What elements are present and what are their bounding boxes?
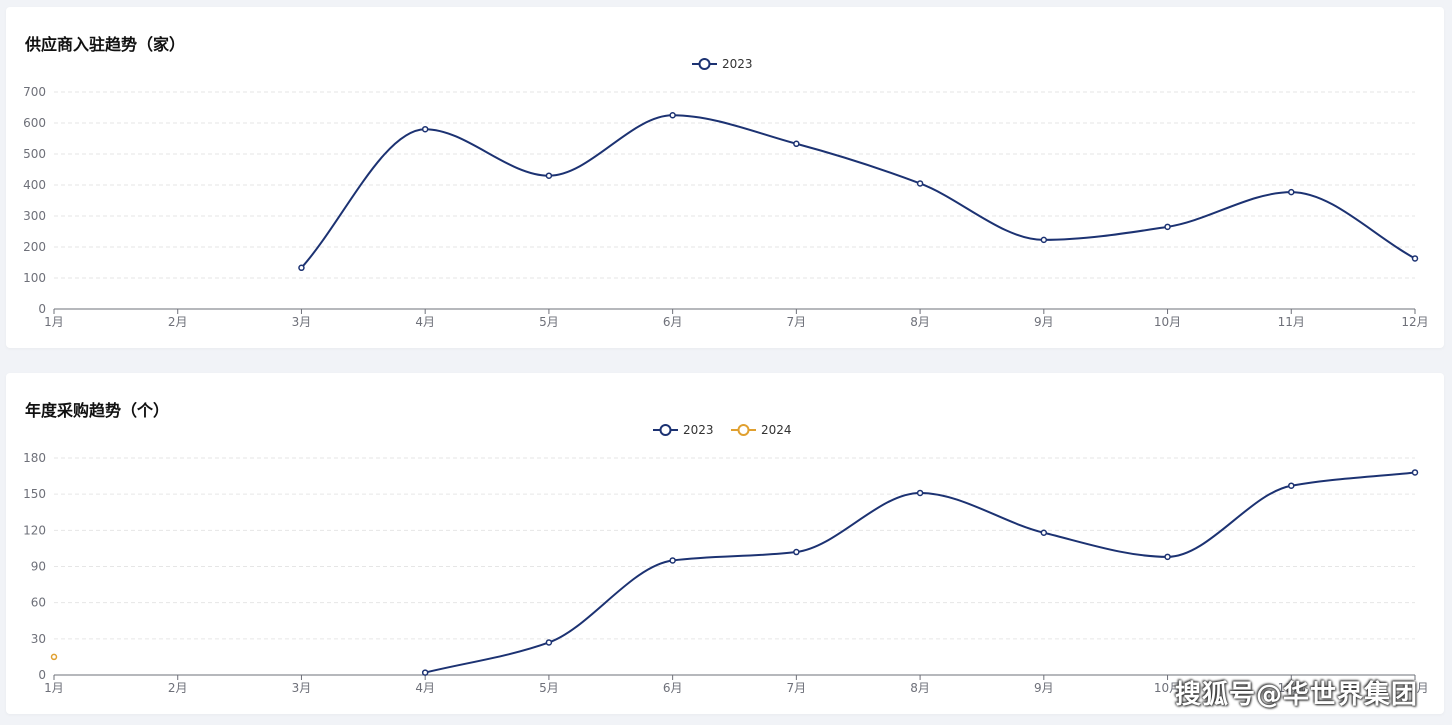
legend-item: 2023 — [692, 57, 753, 71]
y-tick-label: 120 — [23, 523, 46, 537]
data-point — [793, 140, 800, 148]
legend-marker — [737, 424, 750, 436]
x-tick-label: 2月 — [168, 681, 188, 695]
data-point — [1411, 255, 1419, 262]
y-tick-label: 500 — [23, 147, 46, 161]
y-tick-label: 150 — [23, 487, 46, 501]
data-point — [916, 180, 924, 187]
x-tick-label: 3月 — [292, 681, 312, 695]
procurement-trend-panel: 年度采购趋势（个） 0 30 60 90 120 150 180 1月 2月 3月 4月 5月 6月 7月… — [6, 373, 1444, 714]
data-point — [793, 548, 800, 556]
chart-title: 年度采购趋势（个） — [25, 401, 170, 420]
data-point — [298, 264, 305, 272]
x-tick-label: 7月 — [787, 681, 807, 695]
legend-label: 2024 — [761, 423, 792, 437]
data-point — [421, 669, 429, 676]
x-tick-label: 11月 — [1278, 681, 1305, 695]
x-tick-label: 12月 — [1401, 681, 1428, 695]
data-point — [50, 653, 58, 661]
x-tick-label: 1月 — [44, 315, 64, 329]
y-tick-label: 400 — [23, 178, 46, 192]
y-tick-label: 60 — [31, 596, 46, 610]
data-point — [1288, 188, 1295, 196]
x-tick-label: 6月 — [663, 315, 683, 329]
x-tick-label: 9月 — [1034, 315, 1054, 329]
x-tick-label: 5月 — [539, 315, 559, 329]
procurement-trend-chart: 0 30 60 90 120 150 180 1月 2月 3月 4月 5月 6月 7月 8月 9月 10月 11月… — [23, 423, 1429, 695]
legend-item: 2023 — [653, 423, 714, 437]
y-tick-label: 700 — [23, 85, 46, 99]
x-tick-label: 3月 — [292, 315, 312, 329]
y-tick-label: 600 — [23, 116, 46, 130]
x-tick-label: 6月 — [663, 681, 683, 695]
x-tick-label: 10月 — [1154, 681, 1181, 695]
y-tick-label: 100 — [23, 271, 46, 285]
watermark-text: 搜狐号@华世界集团 — [1174, 680, 1418, 710]
legend-item: 2024 — [731, 423, 792, 437]
data-point — [669, 112, 676, 119]
legend-marker — [698, 58, 711, 70]
y-tick-label: 90 — [31, 560, 46, 574]
data-point — [421, 125, 429, 133]
data-point — [1040, 236, 1048, 244]
series-line — [300, 114, 1416, 269]
y-tick-label: 0 — [38, 668, 46, 682]
data-point — [916, 489, 924, 497]
y-tick-label: 180 — [23, 451, 46, 465]
data-point — [1164, 223, 1171, 231]
data-point — [1411, 469, 1419, 476]
x-tick-label: 2月 — [168, 315, 188, 329]
y-tick-label: 300 — [23, 209, 46, 223]
x-tick-label: 1月 — [44, 681, 64, 695]
y-tick-label: 30 — [31, 632, 46, 646]
x-tick-label: 11月 — [1278, 315, 1305, 329]
supplier-trend-panel: 供应商入驻趋势（家） 0 100 200 300 400 500 600 700 1月 2月 3月 4… — [6, 7, 1444, 348]
series-line — [424, 471, 1416, 674]
x-tick-label: 10月 — [1154, 315, 1181, 329]
data-point — [545, 639, 553, 646]
x-tick-label: 4月 — [415, 315, 435, 329]
data-point — [1288, 482, 1295, 489]
legend-label: 2023 — [722, 57, 753, 71]
legend-marker — [659, 424, 672, 436]
x-tick-label: 9月 — [1034, 681, 1054, 695]
data-point — [545, 172, 553, 179]
x-tick-label: 8月 — [910, 681, 930, 695]
data-point — [1164, 553, 1171, 561]
x-tick-label: 7月 — [787, 315, 807, 329]
legend-label: 2023 — [683, 423, 714, 437]
x-tick-label: 8月 — [910, 315, 930, 329]
y-tick-label: 0 — [38, 302, 46, 316]
supplier-trend-chart: 0 100 200 300 400 500 600 700 1月 2月 3月 4月 5月 6月 7月 8月 9月… — [23, 57, 1429, 329]
x-tick-label: 5月 — [539, 681, 559, 695]
y-tick-label: 200 — [23, 240, 46, 254]
x-tick-label: 12月 — [1401, 315, 1428, 329]
x-tick-label: 4月 — [415, 681, 435, 695]
data-point — [1040, 529, 1048, 536]
chart-title: 供应商入驻趋势（家） — [25, 35, 186, 54]
data-point — [669, 557, 676, 564]
